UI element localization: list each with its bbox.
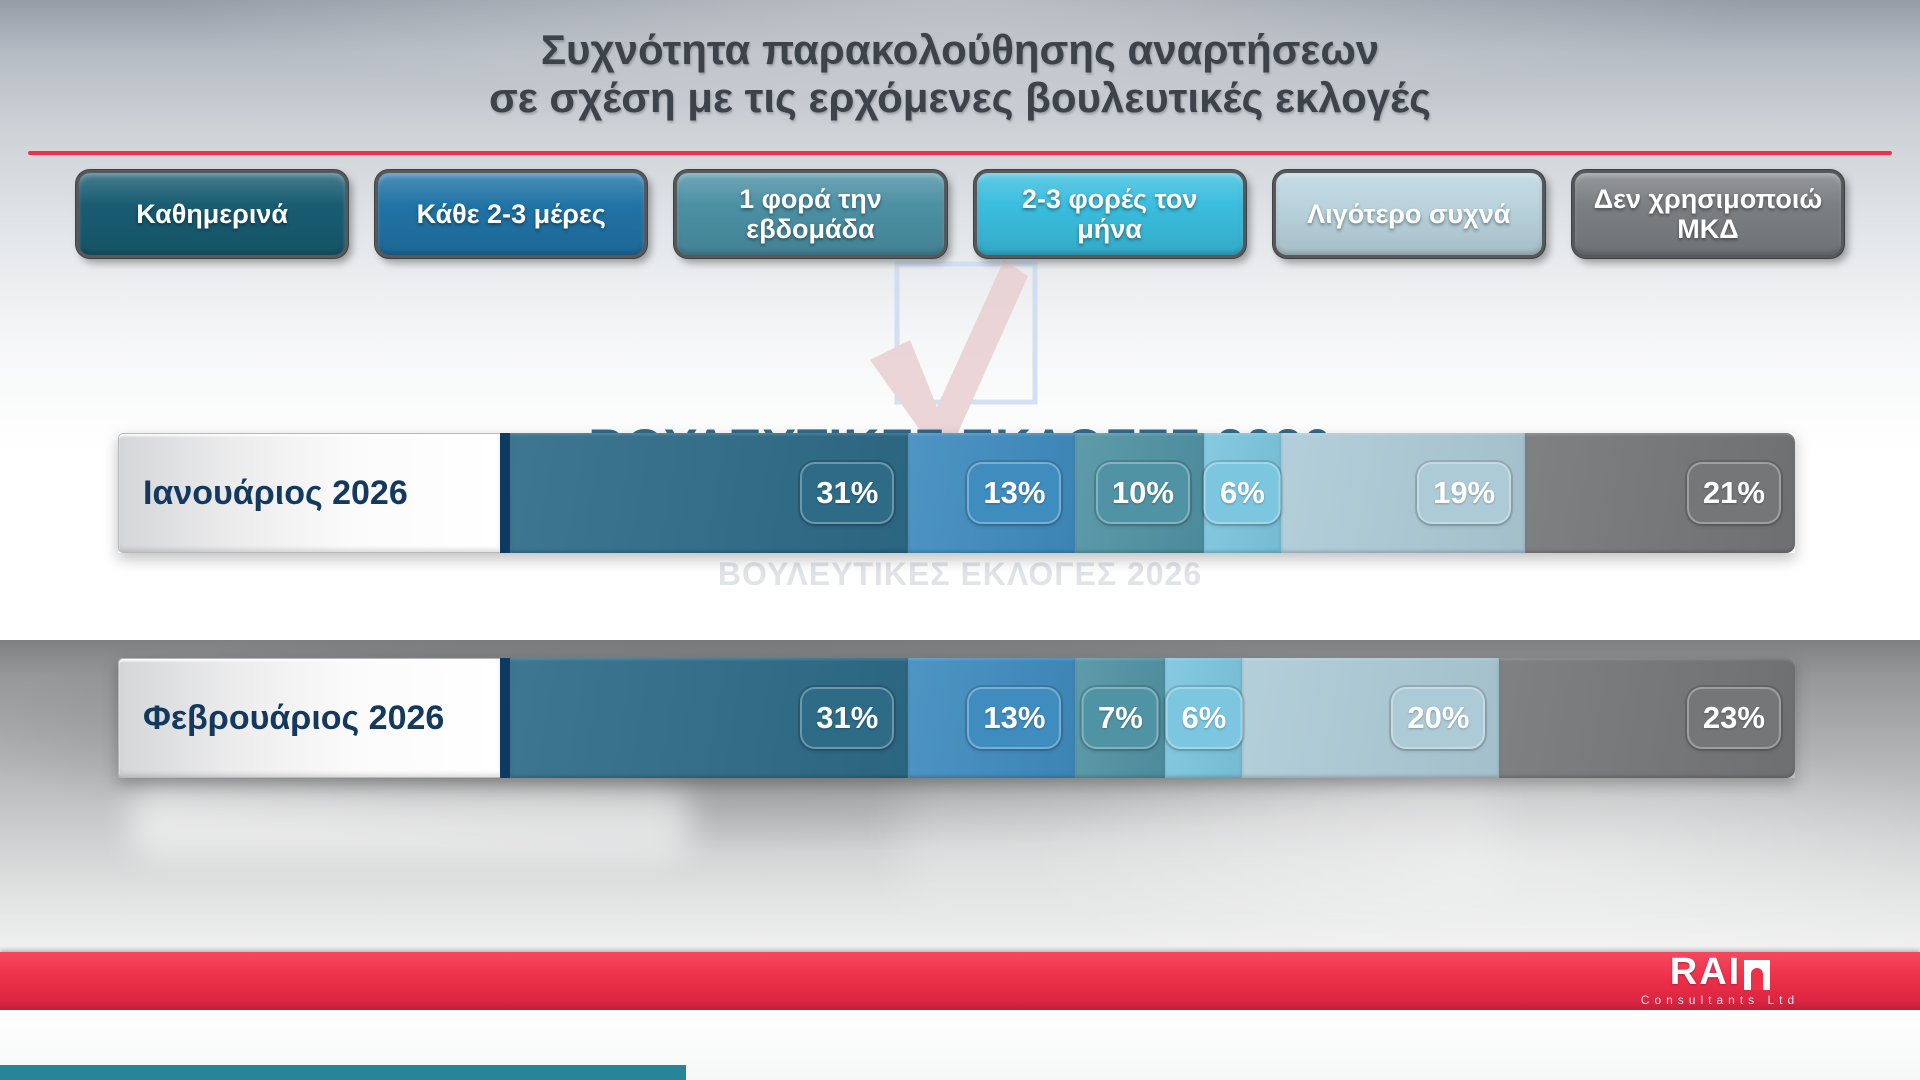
bar-segments: 31% 13% 10% 6% 19% 21% [510, 433, 1795, 553]
bar-row-1: Ιανουάριος 2026 31% 13% 10% 6% 19% 21% [118, 433, 1795, 553]
value-pill: 19% [1417, 462, 1512, 524]
brand-subtitle: Consultants Ltd [1640, 992, 1800, 1007]
chart-title-line1: Συχνότητα παρακολούθησης αναρτήσεων [540, 26, 1380, 73]
bar-separator [500, 658, 510, 778]
brand-text: RAI [1669, 951, 1742, 994]
bar-segment: 13% [908, 658, 1076, 778]
bar-segment: 7% [1075, 658, 1166, 778]
bar-segment: 6% [1165, 658, 1243, 778]
legend-label: Καθημερινά [136, 198, 288, 229]
bar-category-label: Ιανουάριος 2026 [118, 433, 500, 553]
legend-button-2[interactable]: Κάθε 2-3 μέρες [375, 170, 648, 258]
value-pill: 6% [1165, 687, 1243, 749]
label-reflection [130, 788, 690, 858]
legend-button-1[interactable]: Καθημερινά [76, 170, 349, 258]
bar-segments: 31% 13% 7% 6% 20% 23% [510, 658, 1795, 778]
bar-category-label: Φεβρουάριος 2026 [118, 658, 500, 778]
accent-bar [0, 1065, 686, 1080]
bar-row-2: Φεβρουάριος 2026 31% 13% 7% 6% 20% 23% [118, 658, 1795, 778]
value-pill: 6% [1204, 462, 1281, 524]
legend-button-4[interactable]: 2-3 φορές τον μήνα [973, 170, 1246, 258]
value-pill: 21% [1686, 462, 1781, 524]
value-pill: 23% [1686, 687, 1781, 749]
legend-label: 2-3 φορές τον μήνα [1021, 183, 1198, 244]
ballot-checkmark-icon [870, 260, 1038, 464]
chart-title-line2: σε σχέση με τις ερχόμενες βουλευτικές εκ… [489, 73, 1431, 121]
bar-segment: 10% [1075, 433, 1204, 553]
value-pill: 10% [1095, 462, 1190, 524]
brand-name: RAI [1669, 951, 1771, 994]
legend-label: 1 φορά την εβδομάδα [739, 183, 882, 244]
legend-label: Κάθε 2-3 μέρες [416, 198, 606, 229]
legend-button-5[interactable]: Λιγότερο συχνά [1272, 170, 1545, 258]
watermark-text-light: ΒΟΥΛΕΥΤΙΚΕΣ ΕΚΛΟΓΕΣ 2026 [717, 556, 1203, 592]
bar-segment: 31% [510, 433, 909, 553]
brand-logo: RAI Consultants Ltd [1630, 953, 1810, 1009]
title-divider [28, 151, 1892, 155]
bar-segment: 23% [1499, 658, 1795, 778]
legend-label: Δεν χρησιμοποιώ ΜΚΔ [1593, 183, 1823, 244]
bar-reflection [900, 790, 1500, 900]
legend-button-6[interactable]: Δεν χρησιμοποιώ ΜΚΔ [1571, 170, 1845, 258]
value-pill: 31% [800, 687, 895, 749]
legend-label: Λιγότερο συχνά [1307, 198, 1511, 229]
bar-segment: 6% [1203, 433, 1281, 553]
value-pill: 13% [967, 687, 1062, 749]
legend: Καθημερινά Κάθε 2-3 μέρες 1 φορά την εβδομ… [76, 170, 1845, 258]
bar-segment: 20% [1242, 658, 1500, 778]
bar-segment: 19% [1280, 433, 1526, 553]
bar-segment: 31% [510, 658, 909, 778]
building-icon [1744, 959, 1771, 990]
bar-segment: 21% [1525, 433, 1795, 553]
value-pill: 7% [1081, 687, 1159, 749]
legend-button-3[interactable]: 1 φορά την εβδομάδα [674, 170, 947, 258]
bar-segment: 13% [908, 433, 1076, 553]
chart-title: Συχνότητα παρακολούθησης αναρτήσεων σε σ… [0, 26, 1920, 122]
value-pill: 20% [1391, 687, 1486, 749]
footer-stripe [0, 952, 1920, 1010]
value-pill: 31% [800, 462, 895, 524]
bar-separator [500, 433, 510, 553]
value-pill: 13% [967, 462, 1062, 524]
